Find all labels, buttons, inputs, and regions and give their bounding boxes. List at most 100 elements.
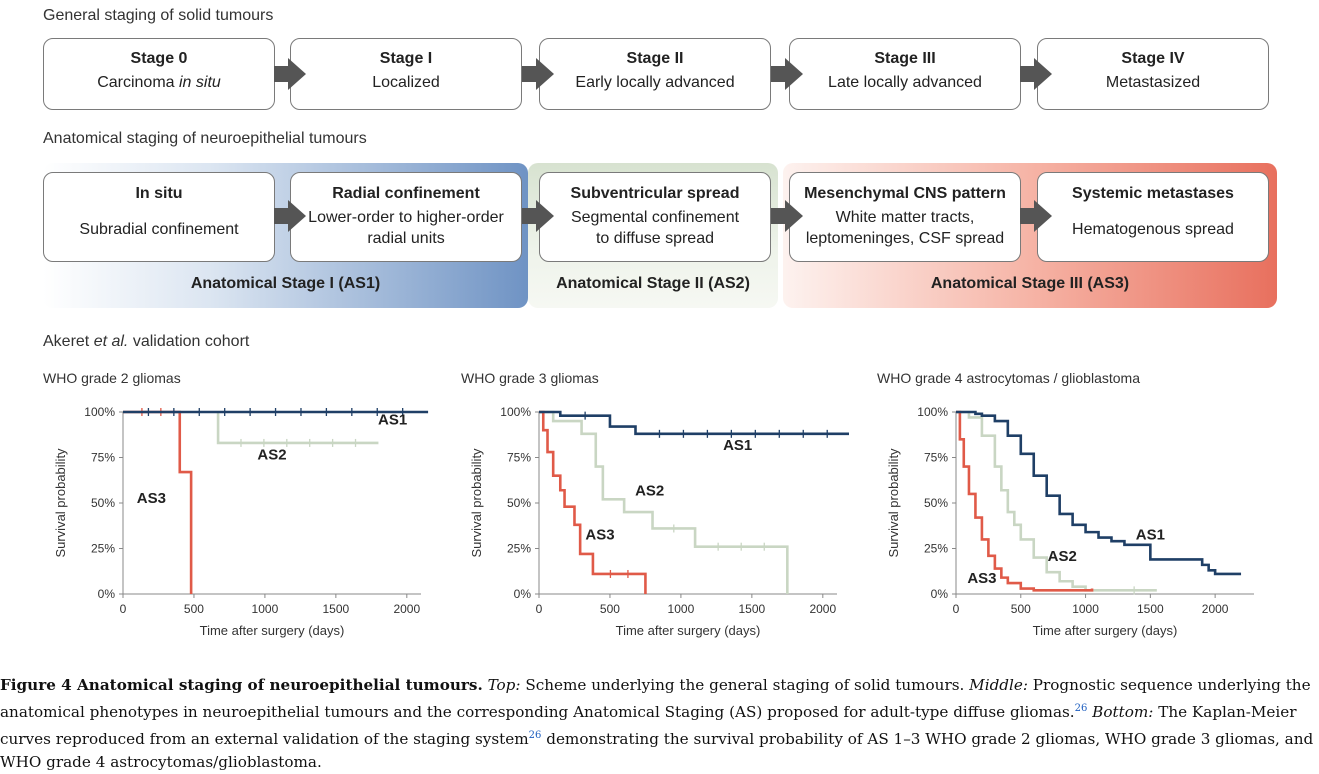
y-tick-label: 0% [98,587,116,601]
general-staging-title: General staging of solid tumours [43,7,274,24]
x-tick-label: 0 [953,602,960,616]
x-tick-label: 500 [184,602,204,616]
series-label-as1: AS1 [723,437,752,454]
mesenchymal-line1: White matter tracts, [835,209,975,226]
in-situ-desc: Subradial confinement [79,221,239,238]
y-tick-label: 50% [924,496,948,510]
series-label-as1: AS1 [1136,526,1165,543]
y-tick-label: 75% [91,451,115,465]
series-label-as2: AS2 [1048,548,1077,565]
caption-ref[interactable]: 26 [1074,703,1088,714]
y-tick-label: 0% [931,587,949,601]
caption-ref[interactable]: 26 [528,730,542,742]
subventricular-spread-line1: Segmental confinement [570,209,740,226]
systemic-metastases-desc: Hematogenous spread [1072,221,1234,238]
in-situ-box: In situ Subradial confinement [43,172,275,262]
systemic-metastases-box: Systemic metastases Hematogenous spread [1037,172,1269,262]
x-tick-label: 1000 [1072,602,1099,616]
stage-4-name: Stage IV [1121,50,1185,67]
x-tick-label: 2000 [393,602,420,616]
anatomical-staging-title: Anatomical staging of neuroepithelial tu… [43,130,367,147]
band-as2-label: Anatomical Stage II (AS2) [556,275,750,292]
x-tick-label: 2000 [1202,602,1229,616]
y-tick-label: 100% [84,405,115,419]
y-tick-label: 75% [507,451,531,465]
radial-confinement-line1: Lower-order to higher-order [308,209,504,226]
series-label-as2: AS2 [635,483,664,500]
y-tick-label: 25% [507,542,531,556]
arrow-right-icon [1020,200,1052,232]
series-as3-line [539,410,647,594]
x-axis-label: Time after surgery (days) [200,623,345,638]
y-tick-label: 25% [91,542,115,556]
y-tick-label: 75% [924,451,948,465]
systemic-metastases-name: Systemic metastases [1072,185,1234,202]
series-label-as1: AS1 [378,412,407,429]
x-tick-label: 1000 [252,602,279,616]
chart-2-title: WHO grade 3 gliomas [461,370,599,386]
chart-1-title: WHO grade 2 gliomas [43,370,181,386]
y-axis-label: Survival probability [886,448,901,558]
figure-caption: Figure 4 Anatomical staging of neuroepit… [0,676,1314,772]
series-as2-line [956,410,1157,592]
stage-4-box: Stage IV Metastasized [1037,38,1269,110]
arrow-right-icon [771,200,803,232]
stage-3-name: Stage III [874,50,936,67]
caption-label: Figure 4 Anatomical staging of neuroepit… [0,676,483,694]
arrow-right-icon [771,58,803,90]
y-axis-label: Survival probability [53,448,68,558]
y-tick-label: 50% [507,496,531,510]
y-tick-label: 100% [917,405,948,419]
stage-4-desc: Metastasized [1105,74,1201,91]
stage-1-box: Stage I Localized [290,38,522,110]
series-label-as3: AS3 [137,490,166,507]
subventricular-spread-name: Subventricular spread [570,185,740,202]
arrow-right-icon [274,58,306,90]
x-tick-label: 1500 [323,602,350,616]
series-as1-line [539,410,849,436]
stage-2-name: Stage II [626,50,684,67]
x-axis-label: Time after surgery (days) [1033,623,1178,638]
radial-confinement-name: Radial confinement [332,185,480,202]
in-situ-name: In situ [135,185,183,202]
series-label-as3: AS3 [967,570,996,587]
stage-0-desc: Carcinoma in situ [97,74,221,91]
x-axis-label: Time after surgery (days) [616,623,761,638]
stage-3-desc: Late locally advanced [828,74,982,91]
chart-who-grade-4: 0% 25% 50% 75% 100% 0 500 1000 1500 2000 Time afte… [886,405,1254,638]
arrow-right-icon [522,58,554,90]
band-as1-label: Anatomical Stage I (AS1) [190,275,381,292]
y-tick-label: 50% [91,496,115,510]
chart-who-grade-3: 0% 25% 50% 75% 100% 0 500 1000 1500 2000 Time afte… [469,405,849,638]
stage-3-box: Stage III Late locally advanced [789,38,1021,110]
series-as2-line [216,412,379,445]
stage-0-box: Stage 0 Carcinoma in situ [43,38,275,110]
arrow-right-icon [522,200,554,232]
series-label-as3: AS3 [585,526,614,543]
y-tick-label: 25% [924,542,948,556]
mesenchymal-box: Mesenchymal CNS pattern White matter tra… [789,172,1021,262]
radial-confinement-line2: radial units [367,230,445,247]
series-as1-line [956,410,1242,576]
x-tick-label: 1500 [1137,602,1164,616]
series-as3-line [956,410,1094,592]
x-tick-label: 2000 [809,602,836,616]
validation-cohort-title: Akeret et al. validation cohort [43,333,250,350]
x-tick-label: 500 [1011,602,1031,616]
stage-1-desc: Localized [372,74,440,91]
arrow-right-icon [1020,58,1052,90]
stage-0-name: Stage 0 [130,50,188,67]
x-tick-label: 1000 [668,602,695,616]
y-tick-label: 0% [514,587,532,601]
chart-who-grade-2: 0% 25% 50% 75% 100% 0 500 1000 1500 2000 Time afte… [53,405,429,638]
stage-1-name: Stage I [379,50,433,67]
mesenchymal-line2: leptomeninges, CSF spread [805,230,1005,247]
chart-3-title: WHO grade 4 astrocytomas / glioblastoma [877,370,1140,386]
stage-2-box: Stage II Early locally advanced [539,38,771,110]
x-tick-label: 1500 [739,602,766,616]
series-label-as2: AS2 [257,446,286,463]
stage-2-desc: Early locally advanced [575,74,735,91]
y-tick-label: 100% [500,405,531,419]
mesenchymal-name: Mesenchymal CNS pattern [804,185,1006,202]
subventricular-spread-line2: to diffuse spread [595,230,714,247]
